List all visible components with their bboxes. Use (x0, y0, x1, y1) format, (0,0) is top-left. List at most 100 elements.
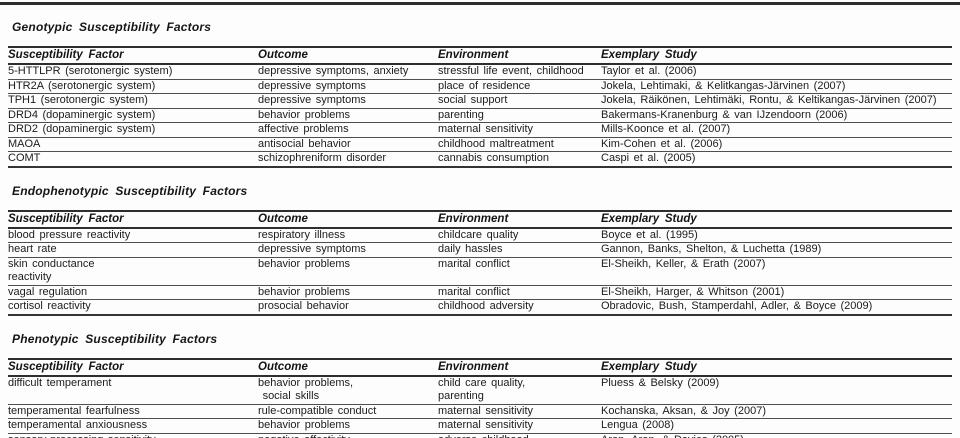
cell-susceptibility-factor: TPH1 (serotonergic system) (8, 94, 148, 106)
cell-outcome: schizophreniform disorder (258, 152, 387, 164)
cell-outcome: behavior problems (258, 419, 350, 431)
cell-outcome: depressive symptoms (258, 94, 366, 106)
cell-environment: marital conflict (438, 285, 510, 298)
table-row: temperamental anxiousness behavior probl… (8, 419, 952, 433)
cell-outcome: affective problems (258, 123, 349, 135)
cell-outcome: behavior problems (258, 285, 350, 298)
col-header-environment: Environment (438, 360, 509, 373)
table-header-row: Susceptibility Factor Outcome Environmen… (8, 47, 952, 64)
cell-susceptibility-factor: temperamental fearfulness (8, 404, 140, 417)
table-row: heart rate depressive symptoms daily has… (8, 243, 952, 257)
top-rule (0, 2, 960, 5)
table-row: sensory-processing sensitivity negative … (8, 433, 952, 438)
col-header-susceptibility-factor: Susceptibility Factor (8, 212, 124, 225)
col-header-environment: Environment (438, 49, 509, 61)
cell-environment: childhood maltreatment (438, 137, 554, 150)
cell-environment: daily hassles (438, 243, 503, 255)
cell-susceptibility-factor: sensory-processing sensitivity (8, 433, 258, 438)
cell-outcome: behavior problems, social skills (258, 376, 354, 403)
cell-susceptibility-factor: difficult temperament (8, 376, 112, 389)
table-row: COMT schizophreniform disorder cannabis … (8, 152, 952, 167)
cell-exemplary-study: Mills-Koonce et al. (2007) (601, 123, 731, 135)
cell-exemplary-study: Jokela, Räikönen, Lehtimäki, Rontu, & Ke… (601, 94, 937, 106)
cell-environment: maternal sensitivity (438, 419, 534, 431)
cell-environment: cannabis consumption (438, 152, 549, 164)
cell-susceptibility-factor: temperamental anxiousness (8, 419, 148, 431)
section-title-genotypic: Genotypic Susceptibility Factors (12, 20, 212, 34)
table-header-row: Susceptibility Factor Outcome Environmen… (8, 358, 952, 376)
table-row: vagal regulation behavior problems marit… (8, 285, 952, 300)
section-title-phenotypic: Phenotypic Susceptibility Factors (12, 331, 218, 346)
table-header-row: Susceptibility Factor Outcome Environmen… (8, 210, 952, 228)
cell-environment: social support (438, 94, 508, 106)
cell-susceptibility-factor: 5-HTTLPR (serotonergic system) (8, 65, 173, 77)
cell-susceptibility-factor: blood pressure reactivity (8, 228, 131, 241)
cell-exemplary-study: Bakermans-Kranenburg & van IJzendoorn (2… (601, 108, 848, 121)
cell-outcome: negative affectivity (258, 433, 438, 438)
cell-exemplary-study: Kim-Cohen et al. (2006) (601, 137, 723, 150)
cell-environment: place of residence (438, 79, 531, 92)
cell-exemplary-study: Aron, Aron, & Davies (2005) (601, 433, 952, 438)
cell-exemplary-study: Boyce et al. (1995) (601, 228, 698, 241)
col-header-outcome: Outcome (258, 360, 308, 373)
cell-exemplary-study: Taylor et al. (2006) (601, 65, 697, 77)
cell-susceptibility-factor: vagal regulation (8, 285, 88, 298)
col-header-exemplary-study: Exemplary Study (601, 49, 697, 61)
col-header-susceptibility-factor: Susceptibility Factor (8, 360, 124, 373)
col-header-exemplary-study: Exemplary Study (601, 212, 697, 225)
cell-outcome: prosocial behavior (258, 300, 349, 312)
cell-outcome: depressive symptoms (258, 79, 366, 92)
cell-susceptibility-factor: heart rate (8, 243, 57, 255)
cell-exemplary-study: Pluess & Belsky (2009) (601, 376, 720, 389)
cell-environment: childcare quality (438, 228, 519, 241)
cell-exemplary-study: Gannon, Banks, Shelton, & Luchetta (1989… (601, 243, 822, 255)
cell-outcome: respiratory illness (258, 228, 346, 241)
cell-environment: marital conflict (438, 257, 510, 270)
cell-susceptibility-factor: skin conductance reactivity (8, 257, 95, 284)
col-header-outcome: Outcome (258, 49, 308, 61)
cell-susceptibility-factor: COMT (8, 152, 41, 164)
cell-susceptibility-factor: HTR2A (serotonergic system) (8, 79, 156, 92)
table-row: MAOA antisocial behavior childhood maltr… (8, 137, 952, 152)
genotypic-table: Susceptibility Factor Outcome Environmen… (8, 46, 952, 168)
cell-exemplary-study: Jokela, Lehtimaki, & Kelitkangas-Järvine… (601, 79, 846, 92)
table-row: TPH1 (serotonergic system) depressive sy… (8, 94, 952, 108)
endophenotypic-table: Susceptibility Factor Outcome Environmen… (8, 210, 952, 316)
cell-environment: maternal sensitivity (438, 404, 534, 417)
table-row: DRD2 (dopaminergic system) affective pro… (8, 123, 952, 137)
table-row: temperamental fearfulness rule-compatibl… (8, 404, 952, 419)
cell-outcome: depressive symptoms, anxiety (258, 65, 409, 77)
table-row: difficult temperament behavior problems,… (8, 376, 952, 404)
col-header-outcome: Outcome (258, 212, 308, 225)
cell-exemplary-study: Caspi et al. (2005) (601, 152, 696, 164)
cell-environment: maternal sensitivity (438, 123, 534, 135)
cell-environment: childhood adversity (438, 300, 534, 312)
table-row: HTR2A (serotonergic system) depressive s… (8, 79, 952, 94)
phenotypic-table: Susceptibility Factor Outcome Environmen… (8, 358, 952, 438)
col-header-exemplary-study: Exemplary Study (601, 360, 697, 373)
cell-outcome: behavior problems (258, 108, 350, 121)
cell-susceptibility-factor: DRD4 (dopaminergic system) (8, 108, 156, 121)
cell-outcome: antisocial behavior (258, 137, 351, 150)
cell-outcome: rule-compatible conduct (258, 404, 377, 417)
section-title-endophenotypic: Endophenotypic Susceptibility Factors (12, 183, 248, 198)
table-row: skin conductance reactivity behavior pro… (8, 257, 952, 285)
cell-environment: parenting (438, 108, 484, 121)
cell-environment: adverse childhood (438, 433, 601, 438)
cell-exemplary-study: Lengua (2008) (601, 419, 675, 431)
cell-environment: child care quality, parenting (438, 376, 526, 403)
cell-environment: stressful life event, childhood (438, 65, 584, 77)
col-header-environment: Environment (438, 212, 509, 225)
table-row: blood pressure reactivity respiratory il… (8, 228, 952, 243)
table-row: DRD4 (dopaminergic system) behavior prob… (8, 108, 952, 123)
cell-exemplary-study: Kochanska, Aksan, & Joy (2007) (601, 404, 766, 417)
cell-susceptibility-factor: DRD2 (dopaminergic system) (8, 123, 156, 135)
cell-exemplary-study: El-Sheikh, Harger, & Whitson (2001) (601, 285, 785, 298)
cell-exemplary-study: Obradovic, Bush, Stamperdahl, Adler, & B… (601, 300, 873, 312)
cell-outcome: depressive symptoms (258, 243, 366, 255)
table-row: 5-HTTLPR (serotonergic system) depressiv… (8, 64, 952, 79)
cell-susceptibility-factor: MAOA (8, 137, 41, 150)
cell-outcome: behavior problems (258, 257, 350, 270)
col-header-susceptibility-factor: Susceptibility Factor (8, 49, 124, 61)
